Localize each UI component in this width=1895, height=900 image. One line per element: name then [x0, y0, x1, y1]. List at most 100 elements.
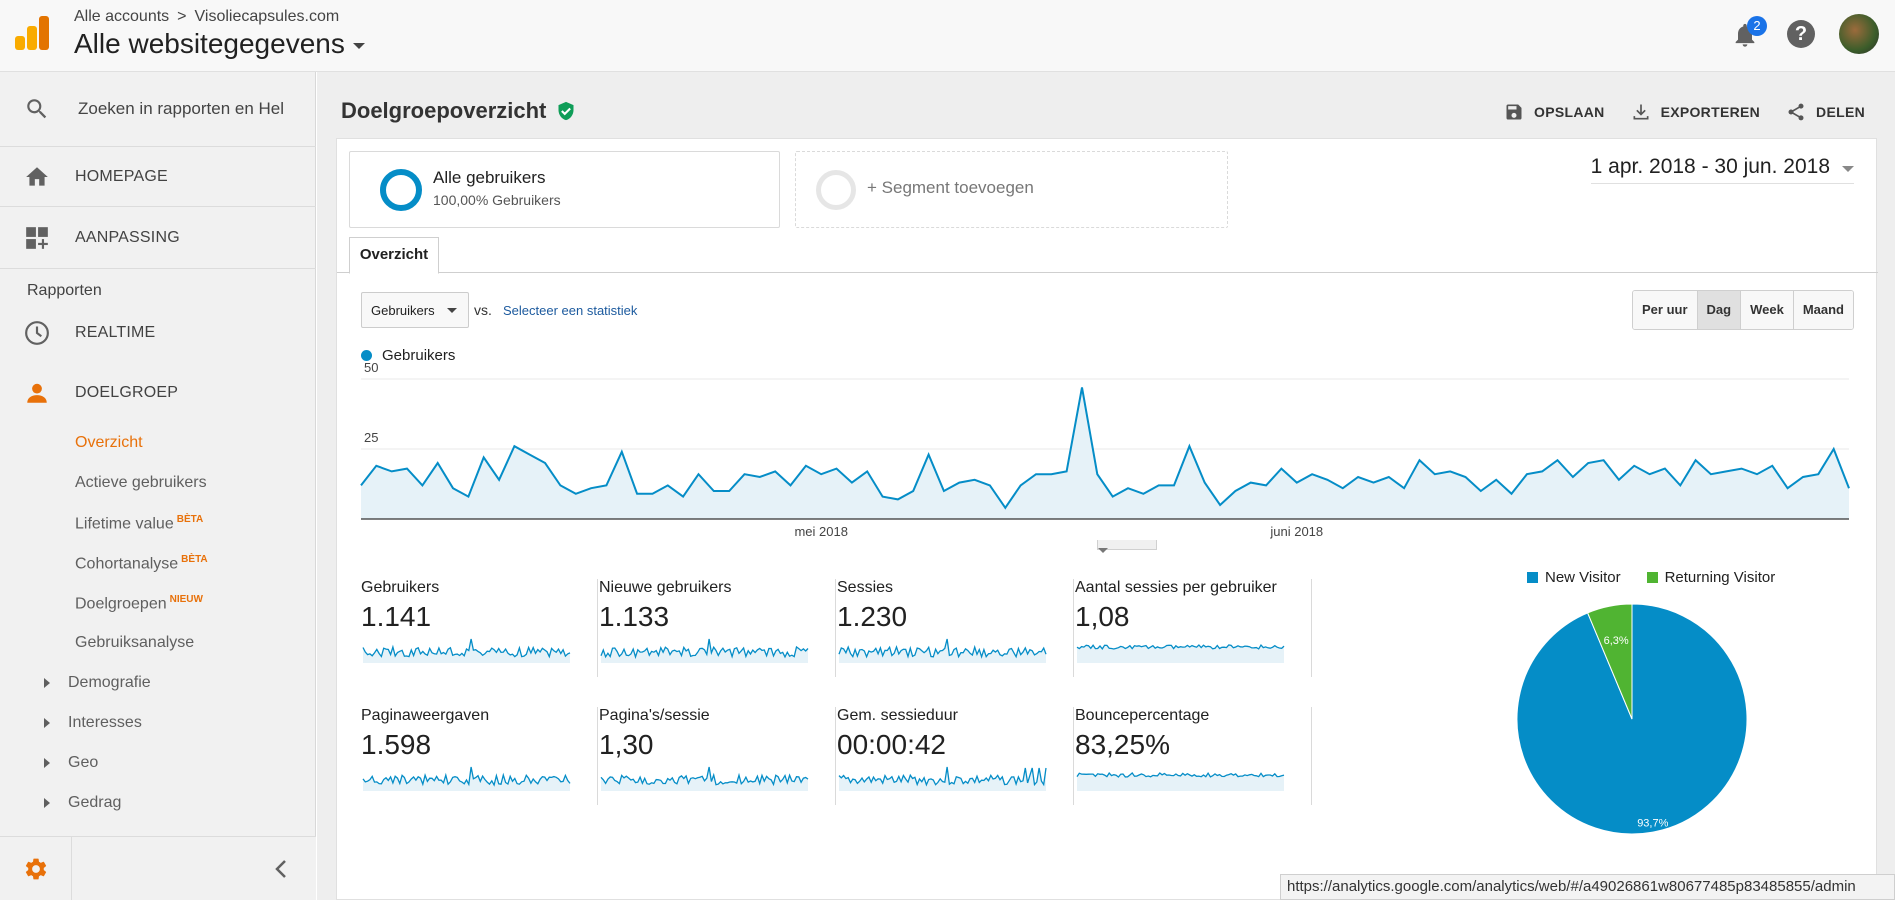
sidebar-tree-interests[interactable]: Interesses — [44, 714, 142, 732]
metric-dropdown[interactable]: Gebruikers — [361, 292, 469, 328]
tree-label: Geo — [68, 754, 99, 771]
pie-slice-returning-visitor — [1587, 603, 1633, 720]
period-month-button[interactable]: Maand — [1793, 291, 1853, 329]
search-icon — [27, 99, 47, 119]
visitor-pie-chart[interactable]: 93,7% 6,3% — [1507, 594, 1757, 834]
metric-card[interactable]: Nieuwe gebruikers 1.133 — [599, 579, 836, 679]
metric-label: Gebruikers — [361, 579, 440, 596]
metric-divider — [835, 579, 836, 677]
chart-resize-handle[interactable] — [1097, 540, 1157, 553]
verified-shield-icon — [558, 101, 574, 121]
metric-card[interactable]: Paginaweergaven 1.598 — [361, 707, 598, 807]
sidebar-search[interactable]: Zoeken in rapporten en Hel — [0, 72, 316, 147]
notifications-button[interactable]: 2 — [1731, 16, 1767, 50]
pie-data-label: 6,3% — [1604, 635, 1629, 647]
pie-legend-new[interactable]: New Visitor — [1527, 569, 1621, 586]
caret-down-icon — [446, 307, 457, 313]
pie-legend-label: Returning Visitor — [1664, 569, 1776, 586]
search-input[interactable]: Zoeken in rapporten en Hel — [78, 99, 285, 118]
metric-card[interactable]: Sessies 1.230 — [837, 579, 1074, 679]
date-range-picker[interactable]: 1 apr. 2018 - 30 jun. 2018 — [1590, 155, 1854, 184]
breadcrumb: Alle accounts > Visoliecapsules.com — [74, 8, 339, 26]
period-hourly-button[interactable]: Per uur — [1633, 291, 1698, 329]
breadcrumb-accounts[interactable]: Alle accounts — [74, 8, 170, 25]
report-card: Alle gebruikers 100,00% Gebruikers + Seg… — [336, 138, 1878, 900]
metric-card[interactable]: Aantal sessies per gebruiker 1,08 — [1075, 579, 1312, 679]
dashboard-add-icon — [24, 225, 50, 251]
period-day-button[interactable]: Dag — [1697, 291, 1742, 329]
metric-label: Gem. sessieduur — [837, 707, 958, 724]
segment-name: Alle gebruikers — [433, 168, 546, 187]
metric-card[interactable]: Pagina's/sessie 1,30 — [599, 707, 836, 807]
tab-overview[interactable]: Overzicht — [349, 237, 439, 274]
sidebar-subitem-overview[interactable]: Overzicht — [75, 434, 143, 451]
caret-down-icon — [1842, 166, 1854, 172]
segment-all-users[interactable]: Alle gebruikers 100,00% Gebruikers — [349, 151, 780, 228]
sidebar-subitem-label: Doelgroepen — [75, 595, 167, 613]
legend-swatch-icon — [1646, 572, 1658, 583]
vs-label: vs. — [474, 302, 492, 318]
chart-legend: Gebruikers — [361, 347, 455, 364]
metric-divider — [597, 707, 598, 805]
metric-card[interactable]: Gebruikers 1.141 — [361, 579, 598, 679]
top-header: Alle accounts > Visoliecapsules.com Alle… — [0, 0, 1895, 72]
avatar[interactable] — [1839, 14, 1879, 54]
collapse-sidebar-icon[interactable] — [274, 859, 288, 879]
sidebar-item-realtime[interactable]: REALTIME — [0, 304, 316, 362]
date-range-label: 1 apr. 2018 - 30 jun. 2018 — [1590, 155, 1830, 178]
share-button[interactable]: DELEN — [1786, 102, 1865, 122]
pie-legend-label: New Visitor — [1545, 569, 1621, 586]
gear-icon — [25, 858, 46, 880]
add-segment-button[interactable]: + Segment toevoegen — [795, 151, 1228, 228]
metric-divider — [1073, 707, 1074, 805]
period-week-button[interactable]: Week — [1741, 291, 1794, 329]
sidebar-item-customization[interactable]: AANPASSING — [0, 209, 316, 267]
sidebar-subitem-audiences[interactable]: Doelgroepen NIEUW — [75, 594, 203, 613]
analytics-logo-icon[interactable] — [15, 16, 49, 50]
pie-slice-new-visitor — [1516, 603, 1748, 834]
help-icon[interactable]: ? — [1787, 20, 1815, 48]
beta-tag: BÈTA — [176, 514, 204, 525]
sidebar-tree-behavior[interactable]: Gedrag — [44, 794, 121, 812]
sidebar-item-homepage[interactable]: HOMEPAGE — [0, 148, 316, 206]
report-actions: OPSLAAN EXPORTEREN DELEN — [1504, 102, 1865, 122]
sidebar-subitem-cohort[interactable]: Cohortanalyse BÈTA — [75, 554, 208, 573]
tree-label: Demografie — [68, 674, 151, 691]
download-icon — [1633, 104, 1649, 120]
admin-button[interactable] — [0, 837, 72, 900]
sidebar-subitem-lifetime-value[interactable]: Lifetime value BÈTA — [75, 514, 203, 533]
breadcrumb-site[interactable]: Visoliecapsules.com — [194, 8, 340, 25]
select-metric-link[interactable]: Selecteer een statistiek — [503, 303, 638, 318]
sidebar-tree-demographics[interactable]: Demografie — [44, 674, 151, 692]
metric-value: 1.598 — [361, 729, 432, 760]
metrics-grid: Gebruikers 1.141 Nieuwe gebruikers 1.133 Ses… — [361, 579, 1321, 839]
page-title: Doelgroepoverzicht — [341, 98, 547, 123]
legend-swatch-icon — [1527, 572, 1538, 583]
legend-dot-icon — [361, 350, 372, 361]
tab-bar: Overzicht — [337, 237, 1878, 274]
metric-card[interactable]: Gem. sessieduur 00:00:42 — [837, 707, 1074, 807]
metric-value: 1,30 — [599, 729, 654, 760]
sidebar-subitem-user-explorer[interactable]: Gebruiksanalyse — [75, 634, 195, 651]
metric-sparkline — [600, 766, 809, 791]
save-label: OPSLAAN — [1534, 104, 1605, 120]
users-series-line — [360, 387, 1850, 510]
users-area-fill — [361, 387, 1849, 519]
expand-triangle-icon — [44, 718, 50, 728]
pie-legend-returning[interactable]: Returning Visitor — [1646, 569, 1776, 586]
save-button[interactable]: OPSLAAN — [1504, 102, 1605, 122]
metric-value: 00:00:42 — [837, 729, 946, 760]
sidebar-tree-geo[interactable]: Geo — [44, 754, 98, 772]
sidebar-footer — [0, 836, 316, 900]
sidebar-subitem-active-users[interactable]: Actieve gebruikers — [75, 474, 207, 491]
metric-card[interactable]: Bouncepercentage 83,25% — [1075, 707, 1312, 807]
users-line-chart[interactable]: 50 25 mei 2018 juni 2018 — [337, 359, 1878, 539]
metric-value: 1.133 — [599, 601, 670, 632]
chevron-right-icon: > — [177, 8, 187, 25]
metric-divider — [597, 579, 598, 677]
property-selector[interactable]: Alle websitegegevens — [74, 28, 365, 60]
legend-label: Gebruikers — [382, 347, 456, 364]
x-tick-label: juni 2018 — [1269, 524, 1323, 539]
export-button[interactable]: EXPORTEREN — [1631, 102, 1760, 122]
sidebar-item-audience[interactable]: DOELGROEP — [0, 364, 316, 422]
